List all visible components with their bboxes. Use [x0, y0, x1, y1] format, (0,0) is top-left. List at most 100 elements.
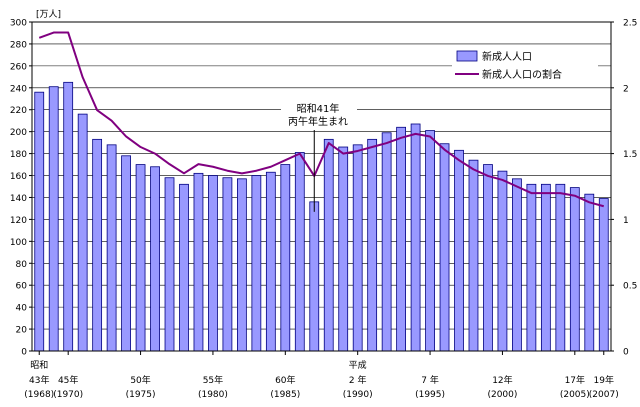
- x-western-year-label: (2007): [589, 390, 619, 400]
- y-tick-label: 260: [10, 62, 27, 72]
- bar: [222, 177, 233, 352]
- y2-tick-label: 0.5: [623, 282, 637, 292]
- bar: [396, 126, 406, 352]
- x-year-label: 60年: [275, 374, 295, 386]
- bar: [439, 143, 450, 352]
- bar: [251, 175, 262, 352]
- annotation-line-2: 丙午年生まれ: [288, 115, 348, 128]
- bar: [425, 130, 435, 352]
- bar: [352, 144, 363, 352]
- bar: [555, 183, 566, 352]
- bar: [179, 183, 189, 352]
- legend-line-label: 新成人人口の割合: [482, 68, 562, 81]
- x-year-label: 55年: [203, 374, 223, 386]
- y2-tick-label: 2.5: [623, 19, 637, 29]
- bar: [584, 193, 595, 352]
- bar: [265, 171, 276, 352]
- legend: 新成人人口 新成人人口の割合: [452, 45, 598, 83]
- x-year-label: 19年: [594, 374, 614, 386]
- line-series: [38, 31, 605, 208]
- bar: [92, 138, 103, 352]
- bar: [323, 138, 334, 352]
- bar: [193, 172, 204, 352]
- y-axis-unit-label: [万人]: [36, 9, 61, 20]
- x-western-year-label: (1975): [126, 390, 156, 400]
- y-tick-label: 240: [10, 84, 27, 94]
- bar: [34, 91, 45, 352]
- bar: [135, 164, 146, 352]
- x-year-label: 17年: [565, 374, 585, 386]
- y-tick-label: 220: [10, 106, 27, 116]
- bar: [77, 113, 88, 352]
- bar: [164, 177, 175, 352]
- legend-bar-label: 新成人人口: [482, 50, 532, 63]
- bar: [410, 123, 421, 352]
- x-year-label: 43年: [29, 374, 49, 386]
- bar: [526, 183, 537, 352]
- y-tick-label: 40: [16, 304, 28, 314]
- y-axis-left: 0 20 40 60 80 100 120 140 160 180 200 220 240 260 280 3…: [10, 19, 32, 358]
- x-axis: 昭和 43年 (1968) 45年 (1970) 50年 (1975) 55年 (1980) 60…: [24, 351, 619, 400]
- bar: [569, 187, 580, 352]
- x-era-label: 昭和: [30, 360, 48, 371]
- bar: [208, 175, 218, 352]
- x-era-label: 平成: [349, 359, 367, 371]
- bar: [483, 164, 493, 352]
- y-tick-label: 100: [10, 238, 27, 248]
- bar: [598, 198, 609, 352]
- bar-series: [34, 81, 609, 352]
- x-western-year-label: (2005): [560, 390, 590, 400]
- x-western-year-label: (1990): [343, 390, 373, 400]
- x-western-year-label: (1995): [415, 390, 445, 400]
- y-tick-label: 120: [10, 216, 27, 226]
- y-tick-label: 80: [16, 260, 28, 270]
- bar: [63, 81, 74, 352]
- bar: [338, 146, 349, 352]
- y2-tick-label: 2: [623, 84, 629, 94]
- gridlines: [32, 43, 611, 330]
- bar: [280, 164, 291, 352]
- y2-tick-label: 1.5: [623, 150, 637, 160]
- bar: [512, 178, 522, 352]
- x-year-label: 12年: [492, 374, 512, 386]
- bar: [468, 159, 479, 352]
- plot-frame: [31, 21, 612, 352]
- x-western-year-label: (2000): [487, 390, 517, 400]
- bar: [540, 183, 551, 352]
- bar: [150, 166, 160, 352]
- annotation: 昭和41年 丙午年生まれ: [281, 101, 357, 212]
- y2-tick-label: 1: [623, 216, 629, 226]
- y-axis-right: 0 0.5 1 1.5 2 2.5: [611, 19, 637, 358]
- x-year-label: 50年: [130, 374, 150, 386]
- x-western-year-label: (1980): [198, 390, 228, 400]
- x-year-label: 7 年: [421, 374, 439, 386]
- x-western-year-label: (1970): [53, 390, 83, 400]
- y-tick-label: 300: [10, 19, 27, 29]
- x-year-label: 45年: [58, 374, 78, 386]
- bar: [381, 132, 392, 352]
- bar: [309, 201, 320, 352]
- bar: [497, 170, 508, 352]
- x-western-year-label: (1985): [270, 390, 300, 400]
- y-tick-label: 0: [21, 348, 27, 358]
- y-tick-label: 200: [10, 128, 27, 138]
- y-tick-label: 140: [10, 194, 27, 204]
- bar: [237, 178, 247, 352]
- bar: [106, 144, 117, 352]
- bar: [294, 152, 305, 352]
- y-tick-label: 60: [16, 282, 28, 292]
- annotation-line-1: 昭和41年: [297, 102, 340, 115]
- bar: [48, 86, 59, 352]
- y-tick-label: 180: [10, 150, 27, 160]
- y2-tick-label: 0: [623, 348, 629, 358]
- ratio-line: [38, 31, 605, 208]
- legend-bar-swatch: [456, 50, 478, 62]
- x-western-year-label: (1968): [24, 390, 54, 400]
- y-tick-label: 20: [16, 326, 28, 336]
- bar: [454, 149, 464, 352]
- x-year-label: 2 年: [349, 374, 367, 386]
- y-tick-label: 160: [10, 172, 27, 182]
- bar: [121, 155, 131, 352]
- bar: [367, 138, 378, 352]
